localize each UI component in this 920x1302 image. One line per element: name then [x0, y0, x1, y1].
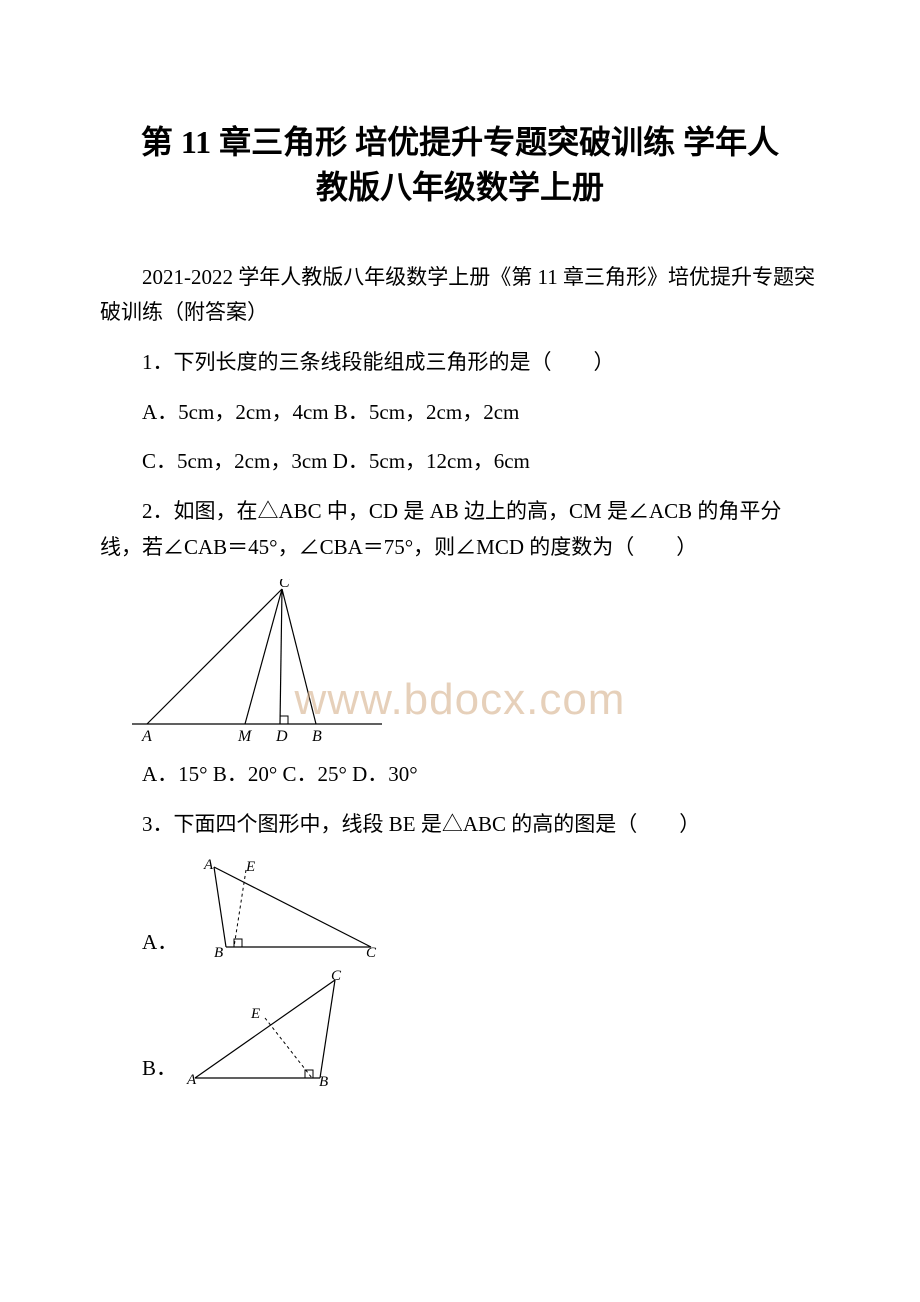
- svg-text:B: B: [214, 945, 223, 961]
- document-page: 第 11 章三角形 培优提升专题突破训练 学年人 教版八年级数学上册 2021-…: [0, 0, 920, 1154]
- question-2-options: A．15° B．20° C．25° D．30°: [100, 757, 820, 793]
- svg-text:B: B: [319, 1074, 328, 1088]
- question-2-figure: A M D B C: [132, 579, 820, 747]
- option-label-a: A．: [100, 926, 178, 956]
- svg-text:C: C: [331, 968, 342, 984]
- question-3-option-a-row: A． A E B C: [100, 857, 820, 962]
- svg-text:C: C: [366, 945, 377, 961]
- intro-paragraph: 2021-2022 学年人教版八年级数学上册《第 11 章三角形》培优提升专题突…: [100, 260, 820, 331]
- svg-text:A: A: [203, 857, 214, 873]
- svg-text:A: A: [186, 1072, 197, 1088]
- question-1-options-cd: C．5cm，2cm，3cm D．5cm，12cm，6cm: [100, 444, 820, 480]
- svg-text:D: D: [275, 728, 288, 745]
- svg-text:M: M: [237, 728, 253, 745]
- title-line-1: 第 11 章三角形 培优提升专题突破训练 学年人: [141, 124, 779, 160]
- triangle-diagram-q2: A M D B C: [132, 579, 392, 747]
- option-label-b: B．: [100, 1052, 177, 1082]
- question-3-option-b-row: B． A B C E: [100, 968, 820, 1088]
- svg-text:C: C: [279, 579, 290, 591]
- svg-text:E: E: [245, 859, 255, 875]
- question-1-options-ab: A．5cm，2cm，4cm B．5cm，2cm，2cm: [100, 395, 820, 431]
- svg-text:B: B: [312, 728, 322, 745]
- svg-text:E: E: [250, 1006, 260, 1022]
- triangle-diagram-q3a: A E B C: [186, 857, 381, 962]
- svg-text:A: A: [141, 728, 152, 745]
- triangle-diagram-q3b: A B C E: [185, 968, 355, 1088]
- page-title: 第 11 章三角形 培优提升专题突破训练 学年人 教版八年级数学上册: [100, 120, 820, 210]
- title-line-2: 教版八年级数学上册: [316, 169, 604, 205]
- question-1: 1．下列长度的三条线段能组成三角形的是（ ）: [100, 345, 820, 381]
- question-2: 2．如图，在△ABC 中，CD 是 AB 边上的高，CM 是∠ACB 的角平分线…: [100, 494, 820, 565]
- question-3: 3．下面四个图形中，线段 BE 是△ABC 的高的图是（ ）: [100, 807, 820, 843]
